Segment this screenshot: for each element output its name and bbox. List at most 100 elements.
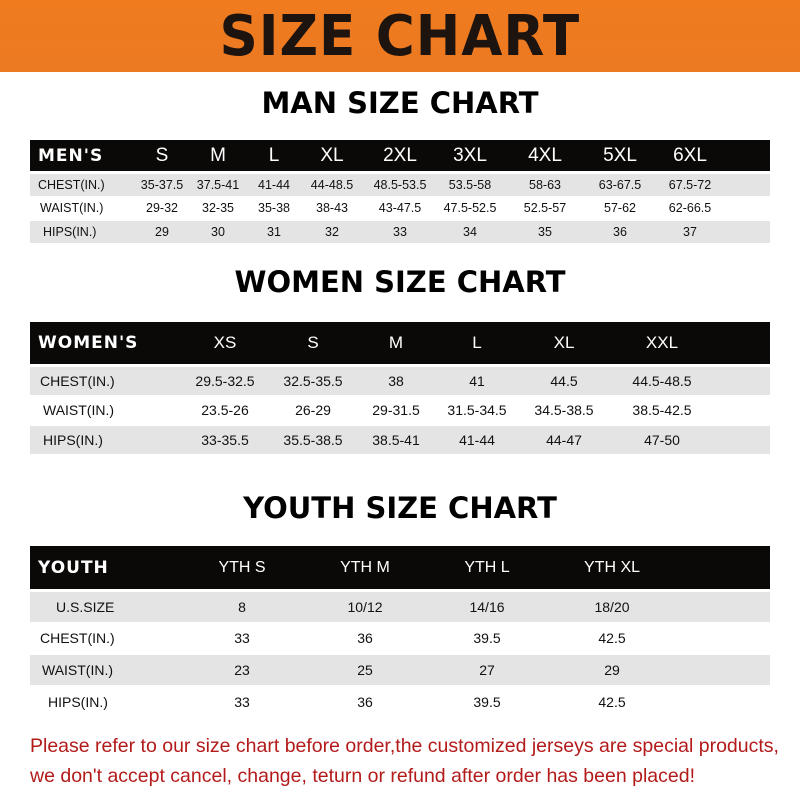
table-cell: 34	[463, 225, 477, 239]
row-label: WAIST(IN.)	[43, 402, 115, 418]
row-label: CHEST(IN.)	[40, 630, 115, 646]
table-cell: 52.5-57	[523, 201, 567, 215]
size-header-cell: XL	[553, 333, 575, 352]
table-cell: 33	[234, 630, 250, 646]
table-row: HIPS(IN.) 29 30 31 32 33 34 35 36 37	[30, 221, 770, 243]
size-header-cell: 2XL	[383, 144, 417, 166]
table-row: HIPS(IN.) 33-35.5 35.5-38.5 38.5-41 41-44 44-…	[30, 426, 770, 454]
size-header-cell: 5XL	[603, 144, 637, 166]
size-header-cell: YTH L	[464, 558, 510, 576]
table-cell: 33	[234, 694, 250, 710]
size-chart-banner: SIZE CHART	[0, 0, 800, 72]
table-cell: 31.5-34.5	[447, 402, 507, 418]
table-cell: 48.5-53.5	[373, 178, 427, 192]
size-header-cell: M	[388, 333, 404, 352]
table-cell: 25	[357, 662, 373, 678]
table-cell: 29-32	[146, 201, 178, 215]
table-row: WAIST(IN.) 29-32 32-35 35-38 38-43 43-47.5 47.…	[30, 197, 770, 219]
table-cell: 34.5-38.5	[534, 402, 594, 418]
notice-line-1: Please refer to our size chart before or…	[30, 735, 779, 757]
women-header-row: WOMEN'S XS S M L XL XXL	[30, 322, 770, 364]
size-header-cell: S	[155, 144, 169, 166]
table-cell: 41	[469, 373, 485, 389]
table-cell: 26-29	[295, 402, 331, 418]
men-header-label: MEN'S	[38, 145, 104, 166]
table-cell: 29	[604, 662, 620, 678]
row-label: HIPS(IN.)	[43, 225, 97, 239]
table-cell: 44-48.5	[310, 178, 354, 192]
table-cell: 37	[683, 225, 697, 239]
table-cell: 43-47.5	[378, 201, 422, 215]
table-row: CHEST(IN.) 35-37.5 37.5-41 41-44 44-48.5 48.5…	[30, 174, 770, 196]
size-header-cell: 4XL	[528, 144, 562, 166]
size-header-cell: XXL	[645, 333, 679, 352]
table-cell: 32.5-35.5	[283, 373, 343, 389]
table-cell: 32-35	[202, 201, 234, 215]
table-cell: 27	[479, 662, 495, 678]
table-cell: 63-67.5	[598, 178, 642, 192]
women-section-title: WOMEN SIZE CHART	[234, 265, 566, 299]
men-header-row: MEN'S S M L XL 2XL 3XL 4XL 5XL 6XL	[30, 140, 770, 171]
size-header-cell: S	[307, 333, 319, 352]
table-cell: 33	[393, 225, 407, 239]
size-header-cell: XS	[213, 333, 237, 352]
table-cell: 32	[325, 225, 339, 239]
table-cell: 29-31.5	[372, 402, 420, 418]
table-cell: 18/20	[594, 599, 630, 615]
table-cell: 35.5-38.5	[283, 432, 343, 448]
table-cell: 44.5-48.5	[632, 373, 692, 389]
row-label: CHEST(IN.)	[38, 178, 105, 192]
table-cell: 44-47	[546, 432, 582, 448]
size-header-cell: L	[472, 333, 482, 352]
table-cell: 31	[267, 225, 281, 239]
table-row: WAIST(IN.) 23.5-26 26-29 29-31.5 31.5-34.5 34…	[30, 396, 770, 424]
size-header-cell: YTH S	[218, 558, 266, 576]
table-cell: 58-63	[529, 178, 561, 192]
row-label: HIPS(IN.)	[48, 694, 108, 710]
table-cell: 35-38	[258, 201, 290, 215]
table-cell: 57-62	[604, 201, 636, 215]
women-header-label: WOMEN'S	[38, 333, 139, 353]
table-row: HIPS(IN.) 33 36 39.5 42.5	[30, 687, 770, 717]
size-header-cell: L	[268, 144, 280, 166]
table-cell: 29	[155, 225, 169, 239]
table-cell: 38.5-42.5	[632, 402, 692, 418]
table-cell: 67.5-72	[668, 178, 712, 192]
table-cell: 36	[613, 225, 627, 239]
table-cell: 38-43	[316, 201, 348, 215]
table-cell: 14/16	[469, 599, 505, 615]
size-header-cell: YTH M	[340, 558, 390, 576]
table-cell: 23.5-26	[201, 402, 249, 418]
table-cell: 41-44	[258, 178, 290, 192]
notice-line-2: we don't accept cancel, change, teturn o…	[30, 765, 695, 787]
table-cell: 38	[388, 373, 404, 389]
table-cell: 42.5	[598, 694, 626, 710]
youth-header-label: YOUTH	[38, 557, 109, 578]
table-cell: 30	[211, 225, 225, 239]
size-header-cell: XL	[320, 144, 344, 166]
size-header-cell: YTH XL	[583, 558, 641, 576]
men-section-title: MAN SIZE CHART	[261, 86, 539, 120]
youth-section-title: YOUTH SIZE CHART	[243, 491, 557, 525]
size-header-cell: 3XL	[453, 144, 487, 166]
table-cell: 39.5	[473, 630, 501, 646]
table-cell: 36	[357, 630, 373, 646]
row-label: CHEST(IN.)	[40, 373, 115, 389]
table-cell: 23	[234, 662, 250, 678]
table-cell: 39.5	[473, 694, 501, 710]
table-row: WAIST(IN.) 23 25 27 29	[30, 655, 770, 685]
youth-header-row: YOUTH YTH S YTH M YTH L YTH XL	[30, 546, 770, 589]
table-row: CHEST(IN.) 33 36 39.5 42.5	[30, 623, 770, 653]
table-cell: 47.5-52.5	[443, 201, 497, 215]
table-row: CHEST(IN.) 29.5-32.5 32.5-35.5 38 41 44.5 44.5…	[30, 367, 770, 395]
table-cell: 53.5-58	[448, 178, 492, 192]
table-cell: 41-44	[459, 432, 495, 448]
row-label: WAIST(IN.)	[40, 201, 104, 215]
size-header-cell: 6XL	[673, 144, 707, 166]
table-cell: 10/12	[347, 599, 383, 615]
row-label: HIPS(IN.)	[43, 432, 103, 448]
table-cell: 47-50	[644, 432, 680, 448]
table-cell: 42.5	[598, 630, 626, 646]
table-cell: 33-35.5	[201, 432, 249, 448]
row-label: WAIST(IN.)	[42, 662, 114, 678]
